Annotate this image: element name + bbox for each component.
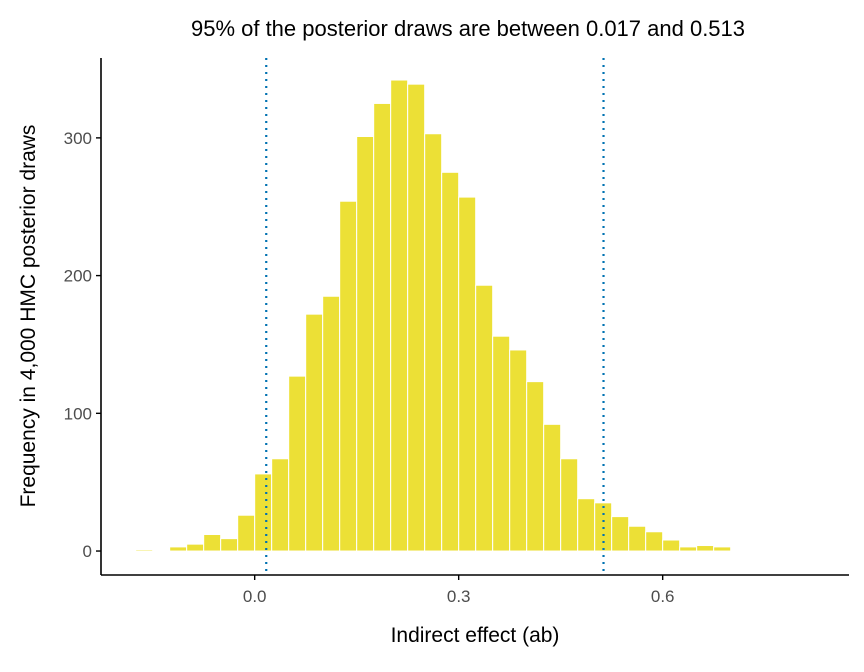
y-axis-title: Frequency in 4,000 HMC posterior draws (17, 125, 40, 508)
histogram-bar (339, 200, 358, 552)
histogram-bar (628, 525, 647, 552)
y-tick-label: 300 (64, 129, 92, 148)
chart-title: 95% of the posterior draws are between 0… (191, 16, 745, 41)
histogram-bar (543, 423, 562, 552)
histogram-bar (424, 133, 443, 552)
histogram-bar (492, 335, 511, 552)
histogram-bar (441, 171, 460, 552)
x-ticks: 0.0 0.3 0.6 (243, 575, 675, 606)
y-tick-label: 100 (64, 404, 92, 423)
histogram-bar (305, 313, 324, 552)
histogram-bar (237, 514, 256, 552)
histogram-bar (713, 546, 732, 552)
bars-group (135, 79, 732, 552)
histogram-bar (390, 79, 409, 552)
x-axis-title: Indirect effect (ab) (391, 624, 560, 647)
histogram-bar (356, 136, 375, 552)
histogram-bar (203, 534, 222, 552)
histogram-bar (271, 458, 290, 552)
y-tick-label: 0 (83, 542, 92, 561)
histogram-bar (288, 375, 307, 552)
histogram-bar (526, 381, 545, 552)
histogram-bar (169, 546, 188, 552)
x-tick-label: 0.0 (243, 587, 267, 606)
histogram-bar (407, 83, 426, 552)
histogram-bar (696, 545, 715, 552)
y-tick-label: 200 (64, 267, 92, 286)
histogram-bar (220, 538, 239, 552)
y-ticks: 0 100 200 300 (64, 129, 101, 561)
histogram-bar (509, 349, 528, 552)
histogram-bar (135, 549, 154, 552)
histogram-bar (679, 546, 698, 552)
x-tick-label: 0.6 (651, 587, 675, 606)
histogram-bar (577, 498, 596, 552)
histogram-bar (645, 531, 664, 552)
x-tick-label: 0.3 (447, 587, 471, 606)
histogram-bar (458, 196, 477, 552)
histogram-bar (594, 502, 613, 552)
histogram-bar (186, 543, 205, 552)
histogram-bar (611, 516, 630, 552)
histogram-bar (322, 295, 341, 552)
histogram-bar (475, 284, 494, 552)
histogram-bar (662, 539, 681, 552)
histogram-bar (254, 473, 273, 552)
histogram-bar (560, 458, 579, 552)
histogram-bar (373, 102, 392, 552)
